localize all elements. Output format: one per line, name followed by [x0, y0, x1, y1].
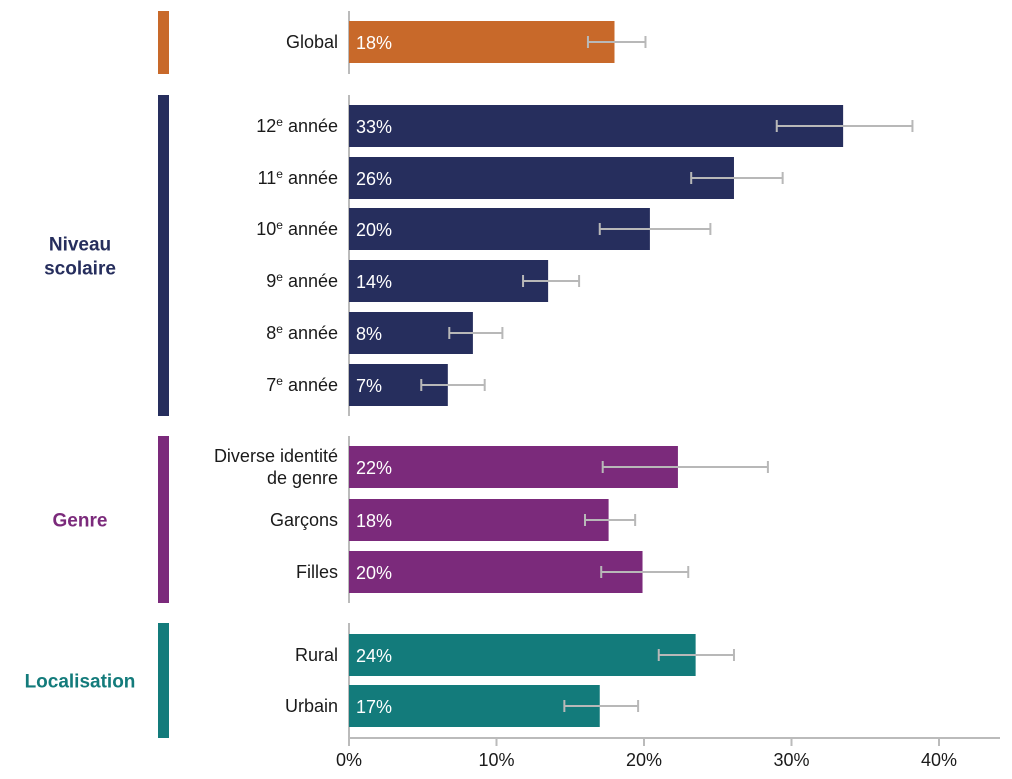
x-tick-label: 40% — [921, 750, 957, 770]
bar — [349, 634, 696, 676]
group-label: Localisation — [25, 672, 136, 693]
group-accent-bar — [158, 436, 169, 603]
bar-value-label: 18% — [356, 33, 392, 53]
bar — [349, 21, 615, 63]
bar — [349, 499, 609, 541]
bar-value-label: 20% — [356, 220, 392, 240]
bar-value-label: 24% — [356, 646, 392, 666]
category-label: de genre — [267, 468, 338, 488]
bar-value-label: 18% — [356, 511, 392, 531]
bar — [349, 105, 844, 147]
bar — [349, 157, 734, 199]
group-label: Genre — [53, 511, 108, 532]
bar-value-label: 33% — [356, 117, 392, 137]
bar-value-label: 20% — [356, 563, 392, 583]
bar — [349, 685, 600, 727]
bar — [349, 551, 643, 593]
category-label: 7e année — [266, 374, 338, 395]
bar-value-label: 22% — [356, 458, 392, 478]
category-label: 10e année — [256, 218, 338, 239]
x-tick-label: 10% — [478, 750, 514, 770]
bar-value-label: 8% — [356, 324, 382, 344]
group-label: Niveau — [49, 235, 111, 256]
category-label: Garçons — [270, 510, 338, 530]
category-label: Urbain — [285, 696, 338, 716]
category-label: Global — [286, 32, 338, 52]
category-label: 9e année — [266, 270, 338, 291]
bar-value-label: 26% — [356, 169, 392, 189]
category-label: Rural — [295, 645, 338, 665]
group-accent-bar — [158, 11, 169, 74]
category-label: Filles — [296, 562, 338, 582]
x-tick-label: 20% — [626, 750, 662, 770]
category-label: 12e année — [256, 115, 338, 136]
category-label: 8e année — [266, 322, 338, 343]
bar-value-label: 14% — [356, 272, 392, 292]
x-tick-label: 30% — [773, 750, 809, 770]
category-label: 11e année — [258, 167, 338, 188]
x-tick-label: 0% — [336, 750, 362, 770]
bar-value-label: 7% — [356, 376, 382, 396]
group-accent-bar — [158, 95, 169, 416]
group-label: scolaire — [44, 259, 116, 280]
bar-value-label: 17% — [356, 697, 392, 717]
group-accent-bar — [158, 623, 169, 738]
bar — [349, 260, 549, 302]
category-label: Diverse identité — [214, 446, 338, 466]
